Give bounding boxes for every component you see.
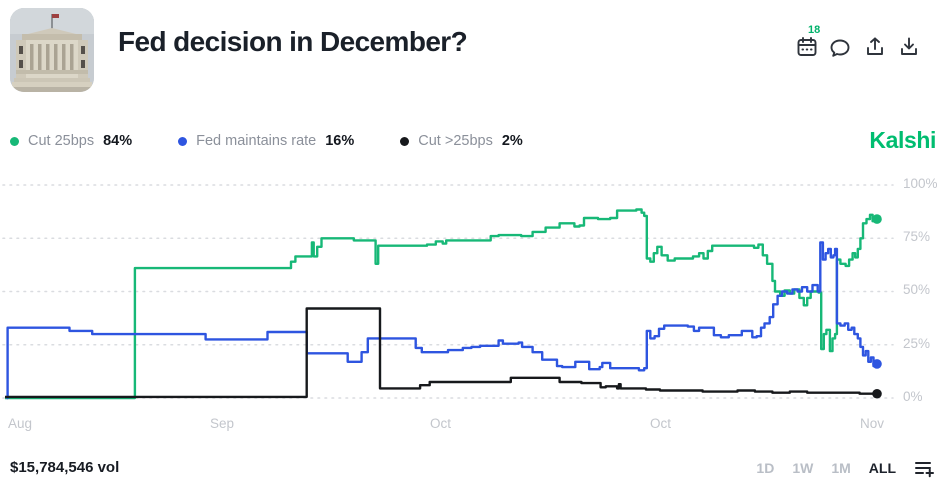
share-icon[interactable] [863, 35, 887, 59]
series-endpoint-2 [872, 388, 882, 399]
legend-item-0[interactable]: Cut 25bps 84% [10, 133, 132, 149]
x-tick-label: Nov [860, 416, 885, 431]
market-avatar-fed-building [10, 8, 94, 92]
comment-icon[interactable] [828, 36, 852, 60]
y-tick-label: 50% [903, 282, 931, 297]
legend-label: Fed maintains rate [196, 133, 317, 149]
range-button-all[interactable]: ALL [868, 460, 896, 476]
legend-value: 84% [103, 133, 133, 149]
legend-item-2[interactable]: Cut >25bps 2% [400, 133, 523, 149]
time-range-selector: 1D 1W 1M ALL [756, 458, 934, 478]
series-line-0 [5, 208, 879, 400]
series-line-1 [6, 241, 879, 400]
kalshi-logo: Kalshi [869, 127, 936, 153]
y-tick-label: 100% [903, 176, 938, 191]
legend-dot-icon [178, 136, 188, 146]
series-endpoint-0 [872, 214, 882, 224]
legend-item-1[interactable]: Fed maintains rate 16% [178, 133, 354, 149]
legend-label: Cut >25bps [418, 133, 493, 149]
price-history-chart[interactable] [0, 177, 900, 409]
add-to-watchlist-icon[interactable] [914, 458, 934, 478]
calendar-badge-count: 18 [808, 24, 821, 36]
market-title: Fed decision in December? [118, 26, 468, 57]
chart-legend: Cut 25bps 84% Fed maintains rate 16% Cut >25… [10, 133, 523, 149]
range-button-1m[interactable]: 1M [831, 460, 851, 476]
series-endpoint-1 [872, 359, 882, 369]
calendar-icon[interactable] [795, 35, 819, 59]
legend-dot-icon [400, 136, 410, 146]
legend-dot-icon [10, 136, 19, 146]
x-tick-label: Oct [650, 416, 672, 431]
y-tick-label: 75% [903, 229, 931, 244]
x-tick-label: Sep [210, 416, 235, 431]
download-icon[interactable] [897, 35, 921, 59]
x-tick-label: Aug [8, 416, 33, 431]
range-button-1w[interactable]: 1W [792, 460, 814, 476]
y-tick-label: 25% [903, 336, 931, 351]
legend-value: 2% [501, 133, 523, 149]
legend-label: Cut 25bps [28, 133, 95, 149]
series-line-2 [5, 307, 877, 399]
volume-label: $15,784,546 vol [10, 459, 120, 476]
range-button-1d[interactable]: 1D [756, 460, 775, 476]
y-tick-label: 0% [903, 389, 923, 404]
legend-value: 16% [325, 133, 355, 149]
x-tick-label: Oct [430, 416, 452, 431]
